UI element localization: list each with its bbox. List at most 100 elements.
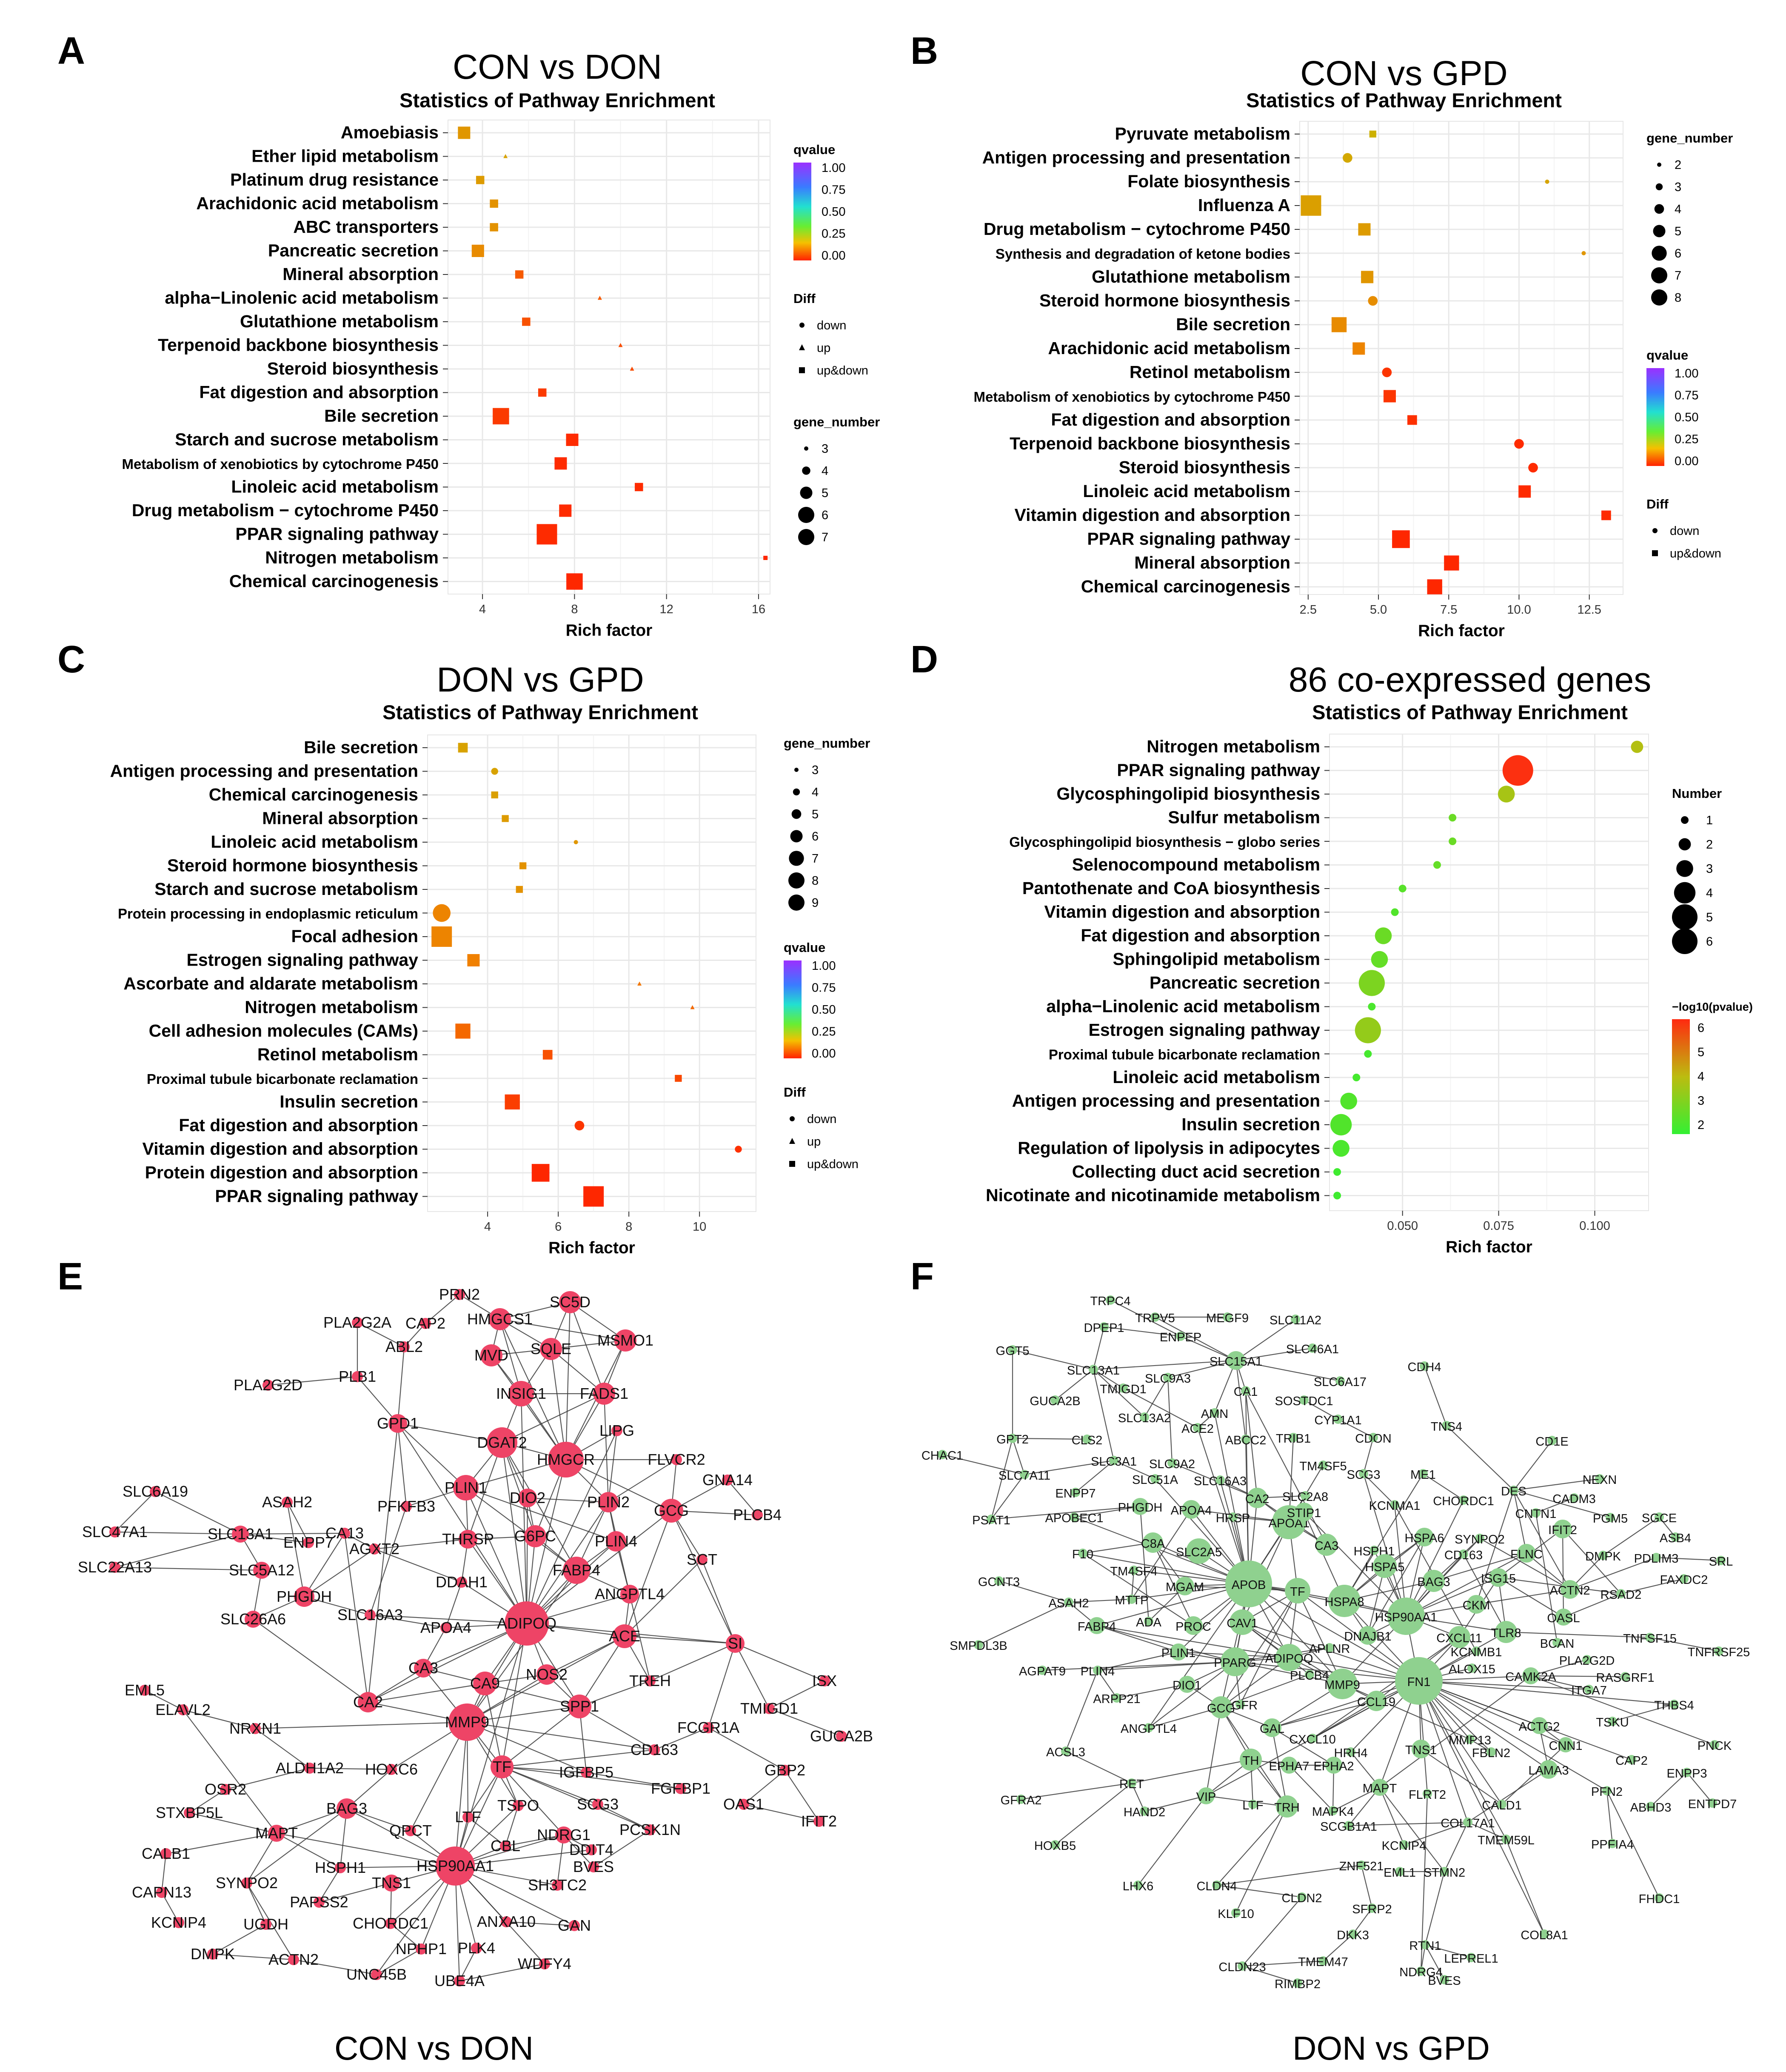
network-edge — [978, 1602, 1069, 1645]
network-node-label: CHORDC1 — [1433, 1495, 1494, 1508]
network-node: EML5 — [125, 1681, 165, 1699]
x-tick-label: 0.050 — [1387, 1219, 1418, 1233]
network-node: RTN1 — [1409, 1939, 1441, 1953]
network-edge — [1075, 1460, 1114, 1493]
network-node-circle — [1093, 1666, 1102, 1675]
network-node: SLC11A2 — [1270, 1314, 1321, 1327]
network-edge — [1242, 1965, 1298, 1984]
network-edge — [390, 1923, 422, 1949]
network-node: PFKFB3 — [377, 1498, 435, 1515]
network-node-label: EML5 — [125, 1681, 165, 1699]
x-tick-label: 12 — [660, 603, 673, 616]
network-node: PHGDH — [277, 1586, 332, 1607]
legend-gene-dot — [1655, 183, 1663, 191]
pathway-label: PPAR signaling pathway — [1087, 529, 1290, 549]
network-edge — [1221, 1590, 1298, 1708]
pathway-label: Glutathione metabolism — [240, 312, 439, 331]
network-edge — [1138, 1795, 1207, 1886]
legend-diff-circle — [1652, 528, 1658, 533]
data-point-triangle — [637, 981, 642, 986]
network-node: APOBEC1 — [1045, 1512, 1104, 1525]
network-edge — [1055, 1369, 1094, 1400]
network-node: CA1 — [1234, 1385, 1258, 1399]
network-edge — [467, 1706, 580, 1723]
network-node-label: SLC9A2 — [1149, 1458, 1195, 1471]
network-node: GCG — [1207, 1696, 1235, 1718]
network-node-label: SLC6A19 — [123, 1483, 188, 1500]
network-node-label: PLK4 — [458, 1939, 495, 1957]
legend-gene-label: 4 — [812, 786, 819, 799]
network-node: ADIPOQ — [497, 1601, 556, 1646]
network-edge — [1379, 1787, 1445, 1872]
network-node-circle — [1133, 1881, 1143, 1890]
network-node-label: ENPEP — [1160, 1331, 1201, 1344]
legend-diff-label: up — [807, 1135, 821, 1149]
network-node-circle — [548, 1442, 584, 1478]
data-point-square — [471, 245, 484, 257]
network-node-label: CA3 — [408, 1659, 438, 1677]
network-edge — [1113, 1460, 1155, 1480]
network-node-label: PGM5 — [1593, 1512, 1628, 1526]
network-node-label: ABCC2 — [1225, 1434, 1267, 1447]
network-node: CD163 — [1444, 1549, 1483, 1562]
network-node-label: TF — [1290, 1585, 1305, 1599]
network-edge — [1245, 1390, 1327, 1545]
network-edge — [1418, 1680, 1632, 1760]
grid-b — [1300, 121, 1623, 594]
network-edge — [1235, 1347, 1313, 1361]
network-node: APOB — [1225, 1560, 1272, 1607]
pathway-label: Proximal tubule bicarbonate reclamation — [147, 1071, 418, 1087]
network-node: RSAD2 — [1601, 1588, 1642, 1602]
network-node-label: GUCA2B — [1030, 1395, 1080, 1408]
network-node: CHORDC1 — [1433, 1495, 1494, 1508]
pathway-label: alpha−Linolenic acid metabolism — [1046, 997, 1320, 1016]
network-edge — [410, 1722, 468, 1831]
network-node: ANGPTL4 — [1121, 1722, 1177, 1736]
network-node-label: DES — [1501, 1485, 1526, 1498]
network-edge — [1216, 1806, 1287, 1886]
network-node-circle — [649, 1744, 660, 1755]
network-node: MMP9 — [1324, 1669, 1360, 1699]
network-node-circle — [500, 1841, 511, 1852]
x-tick-label: 2.5 — [1300, 603, 1317, 617]
network-edge — [1569, 1557, 1657, 1590]
network-node: SLC13A1 — [1067, 1364, 1120, 1378]
network-edge — [276, 1833, 341, 1868]
network-edge — [727, 1480, 758, 1515]
network-node-circle — [1344, 1821, 1353, 1830]
pathway-label: Sphingolipid metabolism — [1113, 949, 1320, 969]
pathway-label: Linoleic acid metabolism — [1113, 1067, 1320, 1087]
network-node-circle — [1293, 1978, 1302, 1988]
network-edge — [1172, 1462, 1258, 1499]
network-node-circle — [1418, 1469, 1428, 1478]
network-edge — [1505, 1839, 1545, 1935]
network-node-label: CALD1 — [1482, 1799, 1522, 1812]
network-node: SLC46A1 — [1286, 1343, 1339, 1356]
data-point-square — [455, 1023, 471, 1039]
network-node: BCAN — [1540, 1637, 1575, 1651]
network-edge — [1621, 1578, 1684, 1595]
data-point-circle — [1449, 837, 1457, 845]
pathway-label: Insulin secretion — [1181, 1115, 1320, 1134]
network-edge — [671, 1510, 758, 1516]
network-node: CA2 — [353, 1692, 383, 1712]
network-node: TF — [1285, 1578, 1310, 1603]
data-point-square — [566, 573, 583, 590]
network-edge — [502, 1766, 650, 1831]
network-edge — [1363, 1437, 1374, 1474]
pathway-label: Pantothenate and CoA biosynthesis — [1022, 878, 1320, 898]
network-node-label: ARPP21 — [1093, 1692, 1140, 1706]
network-node: PHGDH — [1118, 1498, 1162, 1515]
network-node: SLC5A12 — [229, 1561, 294, 1579]
network-node: MAPK4 — [1312, 1805, 1354, 1819]
network-edge — [374, 1538, 468, 1550]
network-node-label: CA9 — [470, 1675, 500, 1692]
data-point-square — [458, 126, 471, 139]
network-node-circle — [524, 1525, 546, 1547]
network-edge — [1245, 1390, 1250, 1584]
network-edge — [374, 1548, 462, 1583]
network-node: ASAH2 — [1048, 1597, 1089, 1610]
network-node-label: LHX6 — [1123, 1880, 1154, 1893]
network-node: CAPN13 — [132, 1883, 191, 1901]
network-node: ENTPD7 — [1688, 1798, 1737, 1811]
